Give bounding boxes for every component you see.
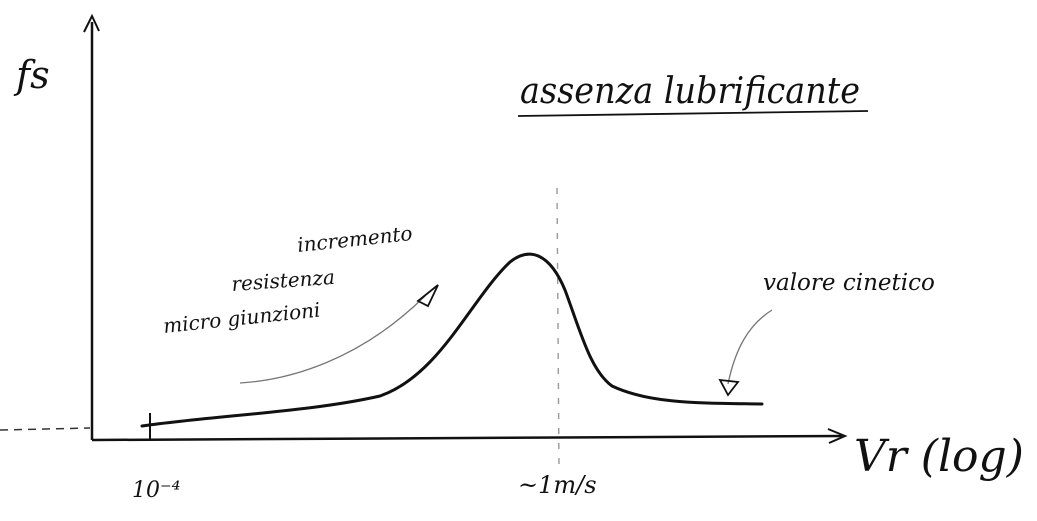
y-axis-arrowhead	[83, 13, 100, 33]
title-underline	[517, 110, 869, 117]
x-axis-label: Vr (log)	[854, 431, 1024, 482]
baseline-dashes	[0, 427, 91, 431]
y-axis-label: fs	[13, 53, 50, 97]
diagram-title: assenza lubrificante	[520, 71, 860, 112]
friction-curve	[140, 252, 764, 428]
annotation-left-line1: incremento	[296, 221, 414, 257]
x-axis-arrowhead	[827, 428, 848, 444]
x-tick-start-label: 10⁻⁴	[132, 478, 180, 503]
annotation-arrow-left	[239, 295, 426, 384]
x-axis	[91, 434, 843, 442]
annotation-arrow-right	[727, 309, 773, 385]
annotation-arrowhead-right	[718, 378, 740, 397]
peak-guide-line	[556, 187, 560, 469]
annotation-left-line3: micro giunzioni	[162, 298, 321, 338]
annotation-right: valore cinetico	[763, 270, 935, 296]
annotation-arrowhead-left	[416, 284, 439, 308]
x-tick-peak-label: ~1m/s	[518, 471, 597, 499]
annotation-left-line2: resistenza	[231, 265, 336, 296]
